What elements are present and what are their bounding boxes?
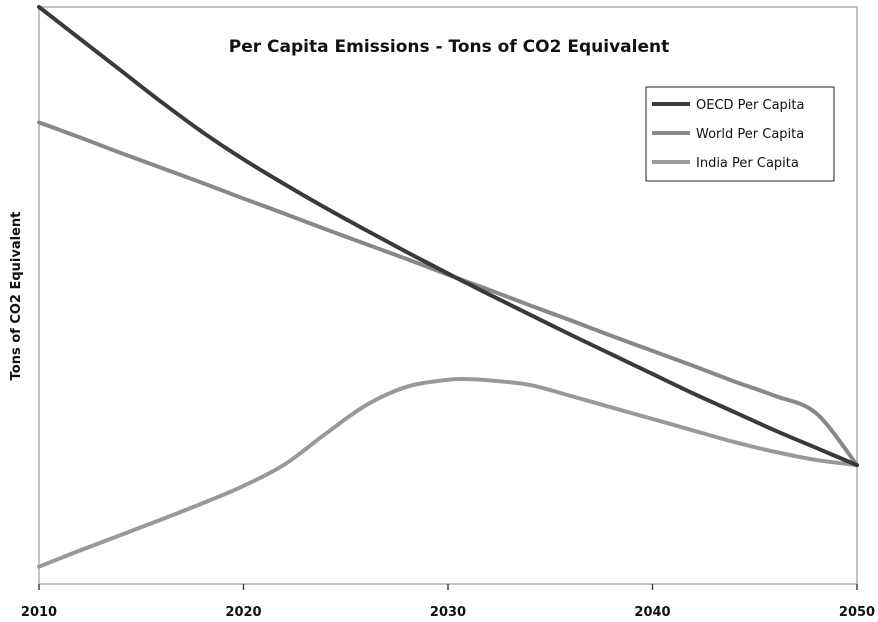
x-tick-label: 2040 [634,605,670,620]
x-tick-label: 2050 [839,605,875,620]
legend-label: World Per Capita [696,127,804,142]
x-tick-label: 2030 [430,605,466,620]
x-axis: 2010 2020 2030 2040 2050 [21,584,875,620]
y-axis-label: Tons of CO2 Equivalent [9,212,24,381]
x-tick-label: 2020 [225,605,261,620]
chart-title: Per Capita Emissions - Tons of CO2 Equiv… [229,37,669,57]
legend: OECD Per Capita World Per Capita India Per… [645,86,835,182]
legend-label: India Per Capita [696,156,799,171]
series-line-oecd-per-capita [37,5,859,468]
series-layer [37,5,859,569]
x-tick-label: 2010 [21,605,57,620]
legend-label: OECD Per Capita [696,98,805,113]
series-line-india-per-capita [37,376,859,569]
